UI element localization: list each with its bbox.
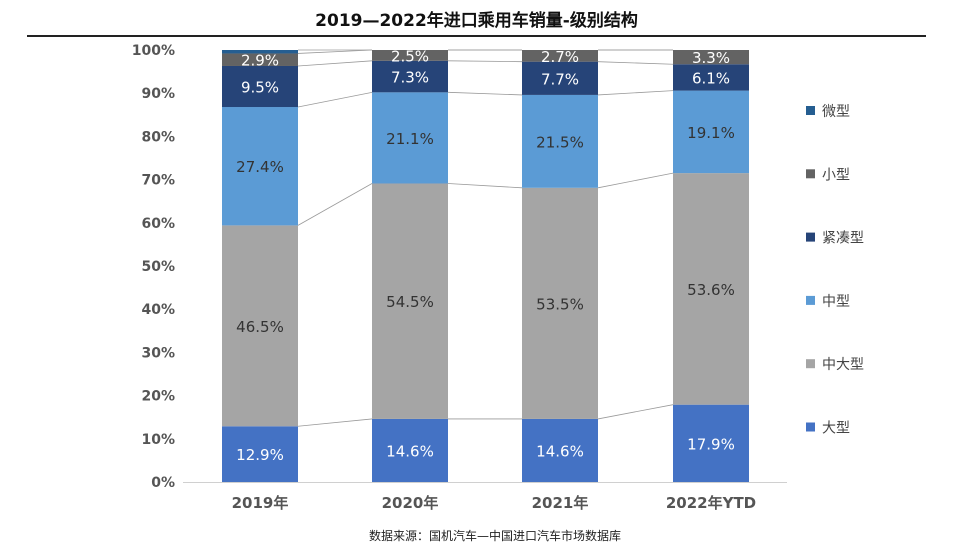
- data-label: 17.9%: [687, 435, 735, 453]
- series-line: [597, 90, 674, 96]
- data-label: 9.5%: [241, 79, 279, 97]
- x-tick-label: 2020年: [382, 494, 439, 512]
- bar-segment: [522, 61, 598, 95]
- legend-swatch: [806, 232, 815, 242]
- y-tick-label: 100%: [132, 43, 175, 59]
- legend-swatch: [806, 106, 815, 115]
- bar-segment: [673, 404, 749, 482]
- data-label: 7.3%: [391, 69, 429, 87]
- data-label: 2.5%: [391, 47, 429, 65]
- series-line: [297, 183, 373, 226]
- legend-swatch: [806, 295, 815, 305]
- chart-title: 2019—2022年进口乘用车销量-级别结构: [315, 11, 638, 31]
- bar-segment: [222, 225, 298, 427]
- y-tick-label: 80%: [141, 129, 175, 145]
- title-divider: [27, 35, 926, 37]
- bar-segment: [372, 50, 448, 61]
- bar-segment: [372, 60, 448, 93]
- series-line: [297, 91, 373, 108]
- y-tick-label: 40%: [141, 302, 175, 318]
- legend-swatch: [806, 359, 815, 369]
- data-label: 21.5%: [536, 133, 584, 151]
- data-label: 2.7%: [541, 48, 579, 66]
- bar-segment: [372, 418, 448, 482]
- legend-swatch: [806, 169, 815, 179]
- series-line: [297, 418, 373, 427]
- bar-segment: [673, 64, 749, 91]
- bar-segment: [222, 53, 298, 66]
- series-line: [297, 49, 373, 54]
- data-label: 54.5%: [386, 293, 434, 311]
- bar-segment: [522, 50, 598, 62]
- series-line: [447, 183, 523, 189]
- y-tick-label: 0%: [151, 475, 175, 491]
- bar-segment: [222, 50, 298, 54]
- series-line: [597, 172, 674, 189]
- y-tick-label: 10%: [141, 432, 175, 448]
- legend-swatch: [806, 422, 815, 432]
- bar-segment: [673, 50, 749, 65]
- data-label: 2.9%: [241, 52, 279, 70]
- data-label: 6.1%: [692, 69, 730, 87]
- data-label: 46.5%: [236, 318, 284, 336]
- legend-label: 中型: [822, 294, 850, 310]
- legend-label: 小型: [822, 167, 850, 183]
- bar-segment: [673, 90, 749, 174]
- data-label: 21.1%: [386, 130, 434, 148]
- legend-label: 紧凑型: [822, 230, 864, 247]
- data-label: 27.4%: [236, 158, 284, 176]
- x-tick-label: 2019年: [232, 494, 289, 512]
- series-line: [447, 60, 523, 63]
- data-label: 19.1%: [687, 124, 735, 142]
- y-tick-label: 60%: [141, 216, 175, 232]
- y-tick-label: 50%: [141, 259, 175, 275]
- x-tick-label: 2022年YTD: [666, 494, 756, 512]
- bar-segment: [372, 92, 448, 184]
- bar-segment: [222, 426, 298, 482]
- series-line: [597, 61, 674, 65]
- source-note: 数据来源：国机汽车—中国进口汽车市场数据库: [368, 529, 621, 543]
- y-tick-label: 30%: [141, 345, 175, 361]
- x-tick-label: 2021年: [532, 494, 589, 512]
- y-tick-label: 90%: [141, 86, 175, 102]
- data-label: 14.6%: [536, 442, 584, 460]
- legend-label: 微型: [822, 104, 850, 120]
- series-lines: [297, 49, 674, 427]
- series-line: [297, 60, 373, 67]
- legend-label: 中大型: [822, 357, 864, 373]
- bar-segment: [222, 107, 298, 226]
- bar-segment: [222, 65, 298, 108]
- data-label: 7.7%: [541, 70, 579, 88]
- data-label: 53.5%: [536, 295, 584, 313]
- bar-segment: [522, 94, 598, 188]
- legend-label: 大型: [822, 421, 850, 437]
- bar-segment: [522, 418, 598, 482]
- data-label: 12.9%: [236, 446, 284, 464]
- bar-segment: [673, 173, 749, 405]
- bar-segment: [522, 187, 598, 419]
- data-label: 14.6%: [386, 442, 434, 460]
- bar-segment: [372, 183, 448, 419]
- data-label: 3.3%: [692, 49, 730, 67]
- series-line: [447, 91, 523, 96]
- data-label: 53.6%: [687, 281, 735, 299]
- y-tick-label: 20%: [141, 389, 175, 405]
- series-line: [597, 404, 674, 420]
- y-tick-label: 70%: [141, 173, 175, 189]
